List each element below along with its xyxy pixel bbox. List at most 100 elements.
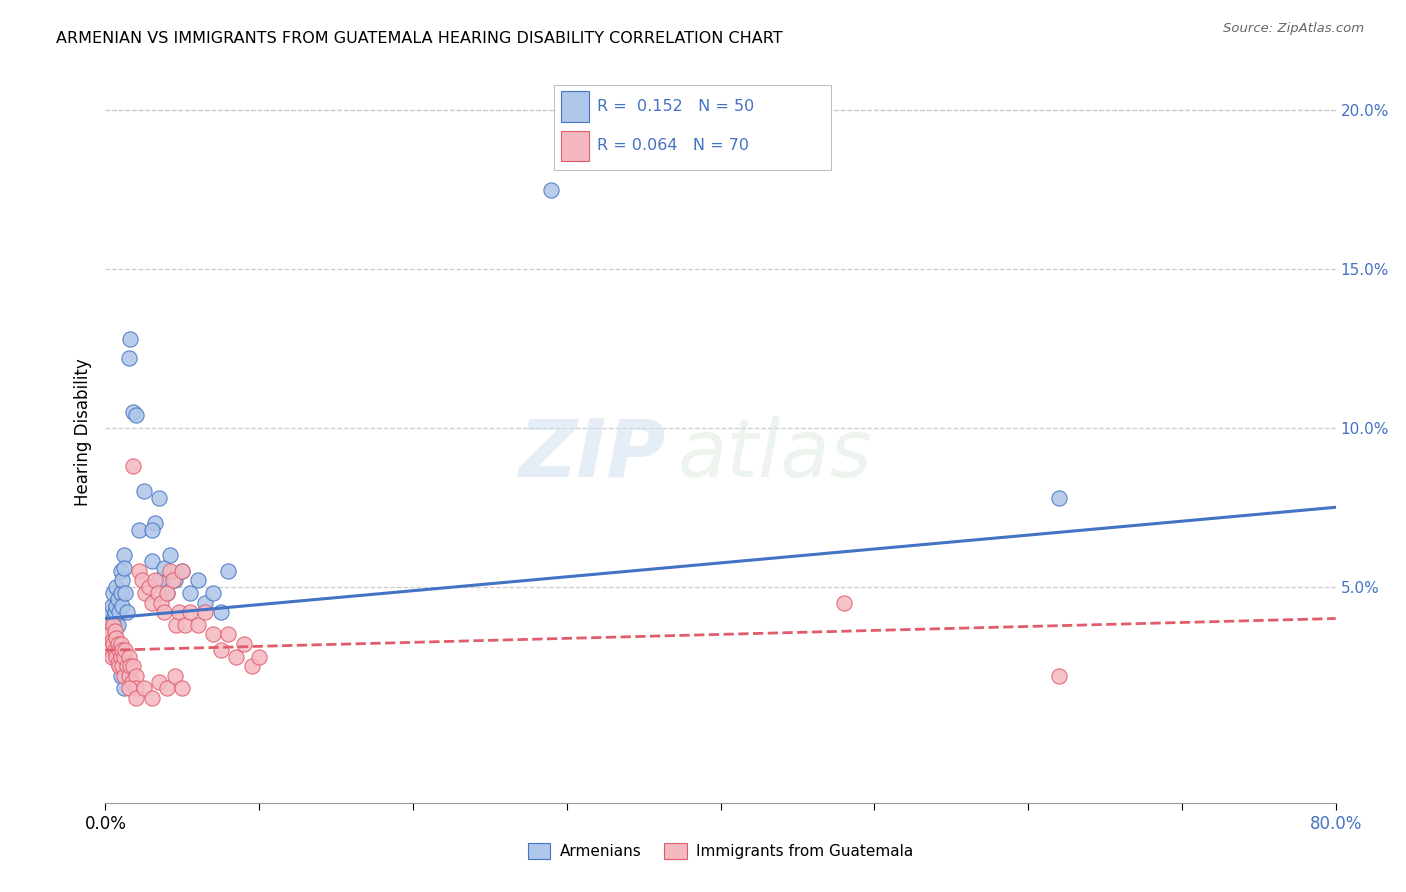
Point xyxy=(247,649,270,664)
Point xyxy=(111,643,134,657)
Point xyxy=(163,574,186,588)
Point xyxy=(148,491,170,505)
Point xyxy=(97,611,120,625)
Point xyxy=(179,586,201,600)
Point xyxy=(174,618,197,632)
Point xyxy=(104,624,127,639)
Point xyxy=(156,681,179,696)
Point xyxy=(107,618,129,632)
Point xyxy=(125,408,148,422)
Point xyxy=(165,618,187,632)
Point xyxy=(100,624,122,639)
Point xyxy=(159,548,181,562)
Point xyxy=(97,637,120,651)
Point xyxy=(120,332,141,346)
Point xyxy=(149,596,172,610)
Point xyxy=(125,681,148,696)
Point xyxy=(148,675,170,690)
Point xyxy=(117,681,139,696)
Point xyxy=(111,599,134,613)
Point xyxy=(138,580,160,594)
Point xyxy=(172,564,194,578)
Point xyxy=(101,637,124,651)
Point xyxy=(141,596,163,610)
Point xyxy=(97,624,120,639)
Point xyxy=(194,596,217,610)
Point xyxy=(112,548,135,562)
Point xyxy=(110,564,132,578)
Point xyxy=(540,182,562,196)
Point xyxy=(122,659,145,673)
Point xyxy=(128,523,150,537)
Point xyxy=(112,681,135,696)
Point xyxy=(100,599,122,613)
Point xyxy=(132,681,155,696)
Point xyxy=(96,627,118,641)
Point xyxy=(159,564,181,578)
Point xyxy=(110,637,132,651)
Point xyxy=(101,611,124,625)
Y-axis label: Hearing Disability: Hearing Disability xyxy=(73,359,91,507)
Text: atlas: atlas xyxy=(678,416,872,494)
Point xyxy=(117,351,139,365)
Point xyxy=(98,605,121,619)
Point xyxy=(108,643,131,657)
Point xyxy=(101,618,124,632)
Text: Source: ZipAtlas.com: Source: ZipAtlas.com xyxy=(1223,22,1364,36)
Point xyxy=(121,675,143,690)
Point xyxy=(108,605,131,619)
Point xyxy=(134,586,156,600)
Point xyxy=(107,637,129,651)
Point xyxy=(162,574,184,588)
Point xyxy=(146,586,169,600)
Point xyxy=(143,516,166,531)
Point xyxy=(110,586,132,600)
Point xyxy=(98,618,121,632)
Point xyxy=(112,649,135,664)
Point xyxy=(114,586,136,600)
Point xyxy=(125,690,148,705)
Point xyxy=(120,659,141,673)
Point xyxy=(141,523,163,537)
Point xyxy=(128,564,150,578)
Point xyxy=(104,643,127,657)
Point xyxy=(104,618,127,632)
Point xyxy=(107,592,129,607)
Point xyxy=(101,586,124,600)
Point xyxy=(107,656,129,670)
Point xyxy=(114,643,136,657)
Point xyxy=(112,669,135,683)
Point xyxy=(117,669,139,683)
Point xyxy=(209,605,232,619)
Point xyxy=(209,643,232,657)
Point xyxy=(125,669,148,683)
Point xyxy=(225,649,247,664)
Point xyxy=(156,586,179,600)
Point xyxy=(132,484,155,499)
Point xyxy=(105,580,128,594)
Point xyxy=(122,458,145,473)
Point xyxy=(172,681,194,696)
Point xyxy=(112,560,135,574)
Point xyxy=(96,618,118,632)
Point xyxy=(163,669,186,683)
Point xyxy=(108,659,131,673)
Point xyxy=(240,659,263,673)
Point xyxy=(98,643,121,657)
Point xyxy=(105,631,128,645)
Point xyxy=(97,624,120,639)
Point xyxy=(122,405,145,419)
Point xyxy=(187,574,209,588)
Point xyxy=(153,605,176,619)
Point xyxy=(172,564,194,578)
Point xyxy=(111,574,134,588)
Point xyxy=(832,596,855,610)
Point xyxy=(117,649,139,664)
Point xyxy=(202,627,225,641)
Point xyxy=(153,560,176,574)
Point xyxy=(187,618,209,632)
Text: ZIP: ZIP xyxy=(517,416,665,494)
Point xyxy=(1047,669,1070,683)
Point xyxy=(96,618,118,632)
Point xyxy=(141,690,163,705)
